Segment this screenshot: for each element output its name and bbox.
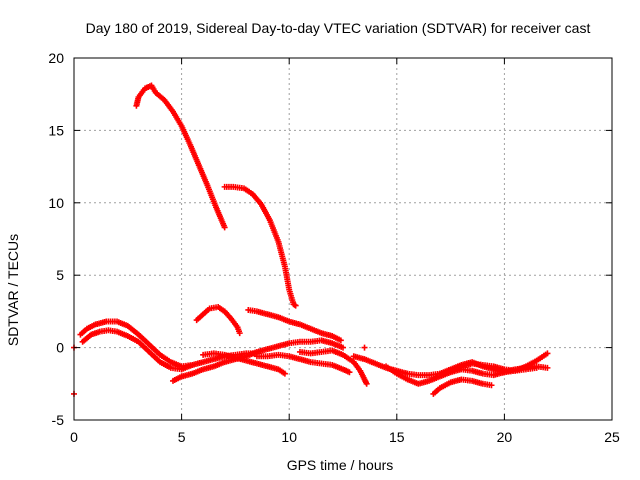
chart-title: Day 180 of 2019, Sidereal Day-to-day VTE… (86, 20, 591, 36)
x-tick-label: 5 (178, 429, 186, 445)
data-point (337, 337, 344, 344)
series-arc-8 (200, 350, 288, 377)
series-arc-14 (441, 360, 540, 377)
series-arc-1 (133, 82, 228, 231)
data-point (363, 380, 370, 387)
x-tick-label: 25 (604, 429, 620, 445)
y-axis-label: SDTVAR / TECUs (5, 234, 21, 346)
series-arc-2 (221, 183, 299, 309)
data-point (281, 370, 288, 377)
x-tick-label: 15 (389, 429, 405, 445)
data-point (361, 344, 368, 351)
data-point (340, 344, 346, 351)
data-point (544, 364, 551, 371)
data-point (236, 330, 243, 337)
grid-lines (74, 58, 612, 420)
series-arc-10 (296, 347, 370, 387)
data-point (292, 302, 299, 309)
series-arc-6 (79, 327, 196, 373)
axis-ticks: 0 5 10 15 20 25 -5 0 5 10 15 20 (48, 50, 620, 445)
data-point (346, 369, 353, 376)
series-arc-7 (169, 337, 346, 384)
data-point (533, 364, 540, 371)
x-axis-label: GPS time / hours (287, 457, 394, 473)
y-tick-label: 10 (48, 195, 64, 211)
y-tick-label: 5 (56, 267, 64, 283)
y-tick-label: 15 (48, 122, 64, 138)
x-tick-label: 20 (497, 429, 513, 445)
series-arc-3 (193, 304, 243, 337)
y-tick-label: 0 (56, 340, 64, 356)
x-tick-label: 0 (70, 429, 78, 445)
data-point (488, 382, 495, 389)
series-arc-9 (253, 351, 353, 376)
data-point (544, 350, 551, 357)
y-tick-label: 20 (48, 50, 64, 66)
data-point (221, 224, 228, 231)
series-arc-13 (430, 376, 495, 397)
y-tick-label: -5 (52, 412, 65, 428)
x-tick-label: 10 (281, 429, 297, 445)
series-arc-4 (245, 306, 344, 344)
plot-frame (73, 57, 613, 421)
plot-area (71, 82, 551, 397)
data-point (189, 361, 196, 368)
